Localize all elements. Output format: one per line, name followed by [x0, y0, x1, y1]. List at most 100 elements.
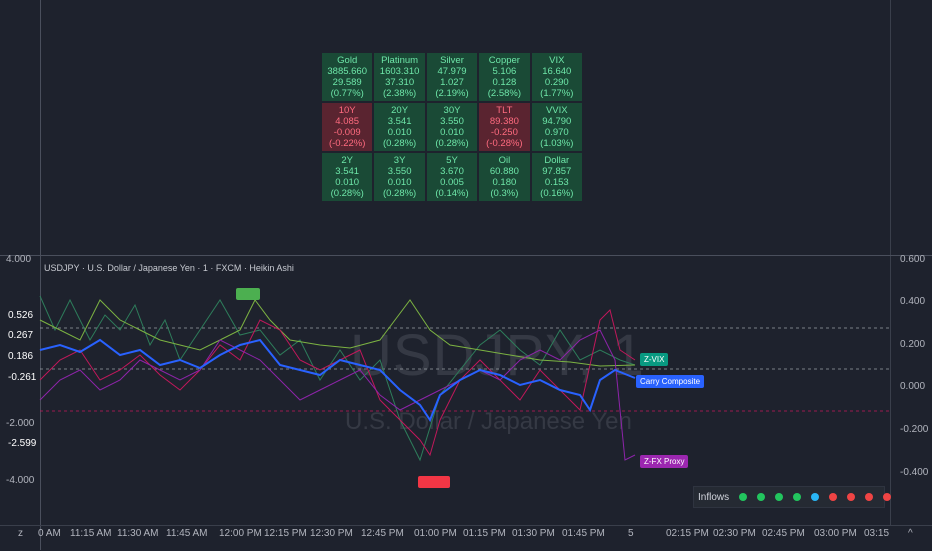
- market-price: 60.880: [489, 166, 519, 177]
- market-price: 4.085: [335, 116, 360, 127]
- market-price: 97.857: [542, 166, 572, 177]
- badge-red-value: 0.526: [8, 310, 34, 321]
- market-chg: 0.010 (0.28%): [382, 127, 417, 149]
- time-label: 01:00 PM: [414, 528, 457, 539]
- market-cell: Dollar 97.857 0.153 (0.16%): [531, 153, 582, 201]
- left-axis-tick: -4.000: [6, 475, 35, 486]
- market-chg: 0.010 (0.28%): [435, 127, 469, 149]
- market-name: Oil: [498, 155, 511, 166]
- pane-separator[interactable]: [0, 255, 932, 256]
- symbol-watermark: USDJPY, 1: [350, 323, 645, 388]
- red-marker-label: [418, 476, 450, 488]
- right-axis-tick: 0.400: [900, 296, 926, 307]
- market-price: 47.979: [437, 66, 467, 77]
- market-name: Copper: [488, 55, 520, 66]
- left-axis-tick: 4.000: [6, 254, 32, 265]
- market-cell: 2Y 3.541 0.010 (0.28%): [322, 153, 373, 201]
- crosshair-vertical: [40, 0, 41, 550]
- market-chg: 0.128 (2.58%): [487, 77, 522, 99]
- market-cell: 30Y 3.550 0.010 (0.28%): [426, 103, 478, 151]
- market-price: 5.106: [492, 66, 517, 77]
- inflow-dot: [883, 493, 892, 501]
- market-cell: 10Y 4.085 -0.009 (-0.22%): [322, 103, 373, 151]
- time-label: 01:15 PM: [463, 528, 506, 539]
- time-label: 01:45 PM: [562, 528, 605, 539]
- inflows-dots: [729, 493, 892, 501]
- badge-blue-value: -0.261: [8, 372, 37, 383]
- market-name: VIX: [549, 55, 565, 66]
- time-axis[interactable]: [0, 525, 932, 551]
- market-name: VVIX: [545, 105, 568, 116]
- market-cell: VVIX 94.790 0.970 (1.03%): [531, 103, 582, 151]
- inflow-dot: [757, 493, 766, 501]
- market-chg: -0.009 (-0.22%): [328, 127, 366, 149]
- inflow-dot: [793, 493, 802, 501]
- right-axis-tick: -0.400: [900, 467, 929, 478]
- market-cell: Platinum 1603.310 37.310 (2.38%): [374, 53, 425, 101]
- time-label: 03:15: [864, 528, 890, 539]
- badge-teal-value: 0.267: [8, 330, 34, 341]
- market-name: Silver: [440, 55, 464, 66]
- market-cell: Gold 3885.660 29.589 (0.77%): [322, 53, 373, 101]
- market-price: 1603.310: [379, 66, 420, 77]
- market-name: Gold: [337, 55, 358, 66]
- market-chg: 0.290 (1.77%): [540, 77, 574, 99]
- inflows-panel: Inflows: [693, 486, 892, 508]
- right-axis-tick: 0.600: [900, 254, 926, 265]
- badge-green-value: 0.186: [8, 351, 34, 362]
- time-label: 11:15 AM: [70, 528, 112, 539]
- time-axis-right-icon[interactable]: ^: [908, 528, 913, 539]
- market-name: 2Y: [341, 155, 353, 166]
- market-name: Platinum: [381, 55, 419, 66]
- time-label: 02:15 PM: [666, 528, 709, 539]
- market-name: Dollar: [544, 155, 570, 166]
- market-price: 3885.660: [327, 66, 367, 77]
- right-axis-tick: 0.200: [900, 339, 926, 350]
- inflow-dot: [829, 493, 838, 501]
- inflow-dot: [811, 493, 820, 501]
- market-chg: 0.010 (0.28%): [382, 177, 417, 199]
- market-price: 16.640: [542, 66, 572, 77]
- market-price: 3.550: [440, 116, 464, 127]
- market-name: 3Y: [393, 155, 406, 166]
- market-cell: Silver 47.979 1.027 (2.19%): [426, 53, 478, 101]
- market-cell: 3Y 3.550 0.010 (0.28%): [374, 153, 425, 201]
- zfx-proxy-label: Z-FX Proxy: [640, 455, 689, 468]
- market-chg: 0.010 (0.28%): [330, 177, 364, 199]
- market-price: 3.541: [335, 166, 360, 177]
- carry-composite-label: Carry Composite: [636, 375, 705, 388]
- time-label: 02:30 PM: [713, 528, 756, 539]
- market-name: TLT: [496, 105, 513, 116]
- name-watermark: U.S. Dollar / Japanese Yen: [345, 408, 632, 435]
- green-marker-label: [236, 288, 260, 300]
- market-cell: VIX 16.640 0.290 (1.77%): [531, 53, 582, 101]
- time-label: 11:45 AM: [166, 528, 208, 539]
- time-axis-left-icon[interactable]: z: [18, 528, 23, 539]
- time-label: 5: [628, 528, 634, 539]
- left-axis-tick: -2.000: [6, 418, 35, 429]
- market-price: 89.380: [489, 116, 519, 127]
- time-label: 12:00 PM: [219, 528, 262, 539]
- time-label: 03:00 PM: [814, 528, 857, 539]
- time-label: 02:45 PM: [762, 528, 805, 539]
- market-chg: 0.180 (0.3%): [490, 177, 519, 199]
- market-price: 3.541: [387, 116, 412, 127]
- right-axis-tick: -0.200: [900, 424, 929, 435]
- market-cell: 5Y 3.670 0.005 (0.14%): [426, 153, 478, 201]
- time-label: 11:30 AM: [117, 528, 159, 539]
- time-label: 12:45 PM: [361, 528, 404, 539]
- market-name: 10Y: [338, 105, 356, 116]
- market-cell: TLT 89.380 -0.250 (-0.28%): [479, 103, 530, 151]
- market-price: 3.550: [387, 166, 412, 177]
- market-price: 3.670: [440, 166, 464, 177]
- inflows-label: Inflows: [698, 491, 730, 503]
- inflow-dot: [775, 493, 784, 501]
- market-chg: 0.005 (0.14%): [435, 177, 469, 199]
- market-cell: 20Y 3.541 0.010 (0.28%): [374, 103, 425, 151]
- badge-purple-value: -2.599: [8, 438, 37, 449]
- time-label: 01:30 PM: [512, 528, 555, 539]
- chart-title: USDJPY · U.S. Dollar / Japanese Yen · 1 …: [44, 263, 294, 273]
- market-name: 5Y: [446, 155, 458, 166]
- market-cell: Copper 5.106 0.128 (2.58%): [479, 53, 530, 101]
- market-price: 94.790: [542, 116, 572, 127]
